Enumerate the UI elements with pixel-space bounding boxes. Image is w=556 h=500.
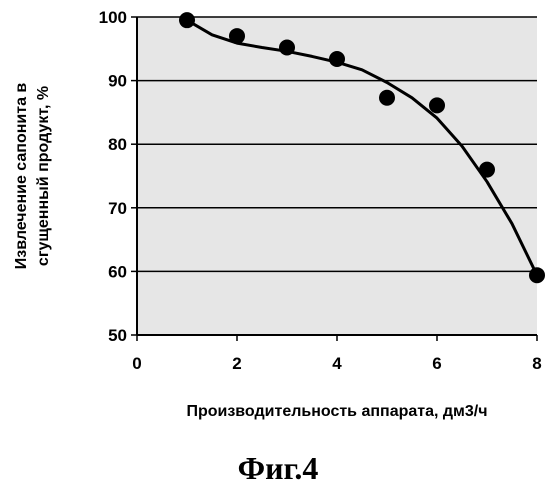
x-tick-label-4: 4 [332,354,342,373]
x-axis-ticks: 0 2 4 6 8 [132,335,542,373]
data-point-1 [179,12,195,29]
data-point-8 [529,267,545,284]
data-point-5 [379,89,395,106]
y-tick-label-80: 80 [108,135,127,154]
grid-lines [137,79,537,273]
y-axis-title-line-1: Извлечение сапонита в [13,83,30,270]
data-point-2 [229,28,245,45]
series-data-points [179,12,545,284]
series-trend-curve [185,18,539,277]
y-tick-label-100: 100 [99,8,127,27]
x-tick-label-2: 2 [232,354,241,373]
y-axis-ticks: 50 60 70 80 90 100 [99,8,137,345]
y-axis-title-line-2: сгущенный продукт, % [35,86,52,266]
y-tick-label-50: 50 [108,326,127,345]
plot-area [137,17,537,335]
trend-curve [185,18,539,277]
data-point-6 [429,97,445,114]
y-tick-label-90: 90 [108,72,127,91]
y-tick-label-70: 70 [108,199,127,218]
figure-caption: Фиг.4 [237,450,319,486]
data-point-4 [329,50,345,67]
data-point-7 [479,161,495,178]
x-axis-title: Производительность аппарата, дм3/ч [186,403,487,420]
x-tick-label-0: 0 [132,354,141,373]
y-tick-label-60: 60 [108,262,127,281]
x-tick-label-8: 8 [532,354,541,373]
chart: 0 2 4 6 8 50 60 70 80 90 100 Производительность а… [13,8,545,420]
x-tick-label-6: 6 [432,354,441,373]
data-point-3 [279,39,295,56]
